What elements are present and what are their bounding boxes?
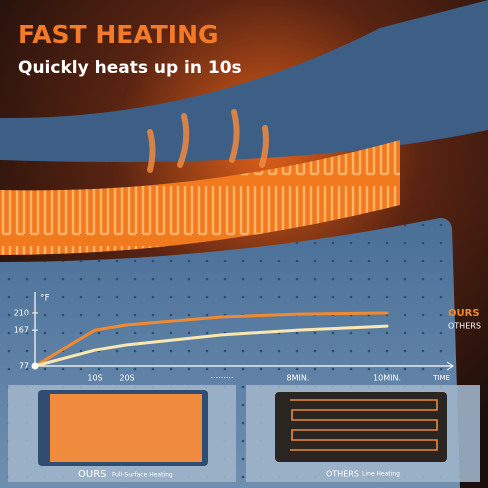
x-tick-label: 8MIN. bbox=[287, 374, 310, 383]
title: FAST HEATING bbox=[18, 20, 219, 49]
legend-label: OTHERS bbox=[448, 322, 481, 331]
origin-dot bbox=[31, 362, 39, 370]
panel-name: OURS bbox=[78, 469, 107, 480]
full-surface-heater bbox=[50, 394, 202, 462]
chart: °F TIME 77 167 210 10S 20S ········· 8MIN. 10MI… bbox=[14, 292, 481, 383]
x-tick-label: 20S bbox=[119, 374, 134, 383]
y-axis-label: °F bbox=[40, 294, 50, 304]
panel-name: OTHERS bbox=[326, 470, 359, 479]
x-tick-label: ········· bbox=[211, 374, 234, 383]
y-tick-label: 77 bbox=[19, 362, 29, 371]
panel-caption: Line Heating bbox=[362, 471, 400, 478]
line-heater bbox=[290, 399, 438, 451]
y-tick-label: 210 bbox=[14, 308, 29, 317]
x-arrow bbox=[446, 361, 454, 371]
series-line bbox=[33, 324, 389, 368]
heating-element bbox=[0, 140, 400, 255]
x-tick-label: 10S bbox=[87, 374, 102, 383]
legend-label: OURS bbox=[448, 308, 480, 319]
subtitle: Quickly heats up in 10s bbox=[18, 58, 242, 78]
heat-arrows bbox=[147, 109, 269, 173]
panel-left: OURS Full-Surface Heating bbox=[8, 385, 236, 482]
x-tick-label: 10MIN. bbox=[373, 374, 401, 383]
series-line bbox=[33, 311, 389, 368]
top-sheet bbox=[0, 0, 488, 162]
y-tick-label: 167 bbox=[14, 326, 29, 335]
x-axis-label: TIME bbox=[432, 374, 450, 382]
panel-caption: Full-Surface Heating bbox=[112, 472, 173, 479]
panel-frame bbox=[275, 392, 447, 462]
panel-right: OTHERS Line Heating bbox=[246, 385, 480, 482]
